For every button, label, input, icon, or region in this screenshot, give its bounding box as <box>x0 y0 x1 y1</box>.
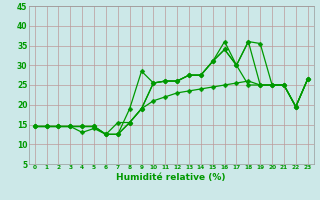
X-axis label: Humidité relative (%): Humidité relative (%) <box>116 173 226 182</box>
